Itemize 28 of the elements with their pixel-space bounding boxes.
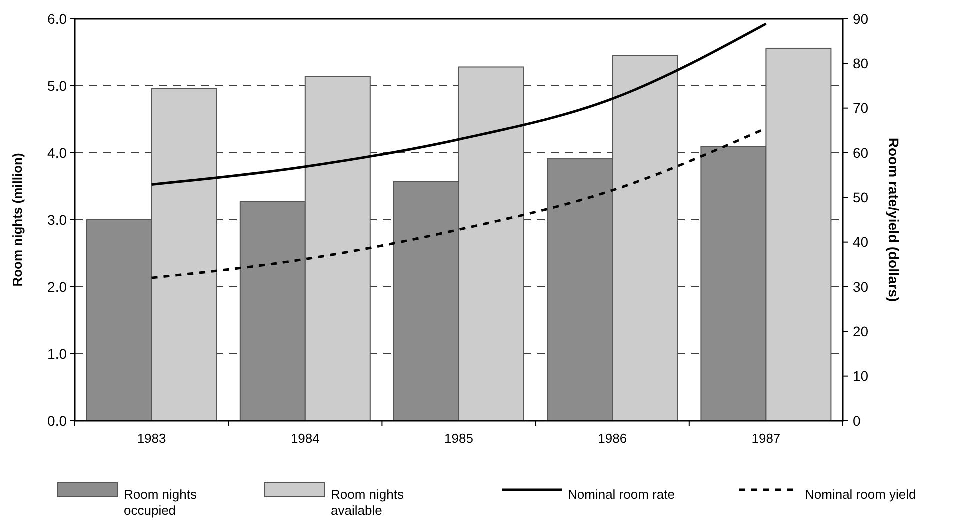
x-tick-label: 1986	[598, 431, 628, 446]
legend-label: Room nights occupied	[124, 487, 198, 518]
legend-label: Nominal room yield	[805, 487, 916, 502]
y-tick-label: 2.0	[48, 278, 68, 295]
y-tick-label: 1.0	[48, 346, 68, 362]
y2-tick-label: 50	[853, 190, 869, 206]
y2-tick-label: 60	[853, 144, 869, 161]
y2-tick-label: 40	[853, 234, 869, 250]
y2-tick-label: 10	[853, 368, 869, 384]
legend-label: Room nights available	[331, 487, 404, 518]
y2-tick-label: 80	[853, 56, 869, 72]
y2-tick-label: 30	[853, 278, 869, 295]
y-tick-label: 0.0	[48, 412, 68, 429]
y2-tick-label: 90	[853, 10, 869, 27]
y2-tick-label: 0	[853, 412, 861, 429]
y2-axis-title: Room rate/yield (dollars)	[886, 138, 902, 302]
x-tick-label: 1983	[137, 431, 166, 446]
y2-tick-label: 20	[853, 324, 869, 340]
y-tick-label: 4.0	[48, 144, 68, 161]
y-tick-label: 3.0	[48, 212, 68, 228]
y2-tick-label: 70	[853, 100, 869, 116]
x-tick-label: 1987	[752, 431, 781, 446]
x-tick-label: 1984	[290, 431, 320, 446]
y-tick-label: 6.0	[48, 10, 68, 27]
y-axis-title: Room nights (million)	[10, 153, 25, 287]
x-tick-label: 1985	[444, 431, 474, 446]
legend-label: Nominal room rate	[568, 487, 675, 502]
y-tick-label: 5.0	[48, 78, 68, 94]
